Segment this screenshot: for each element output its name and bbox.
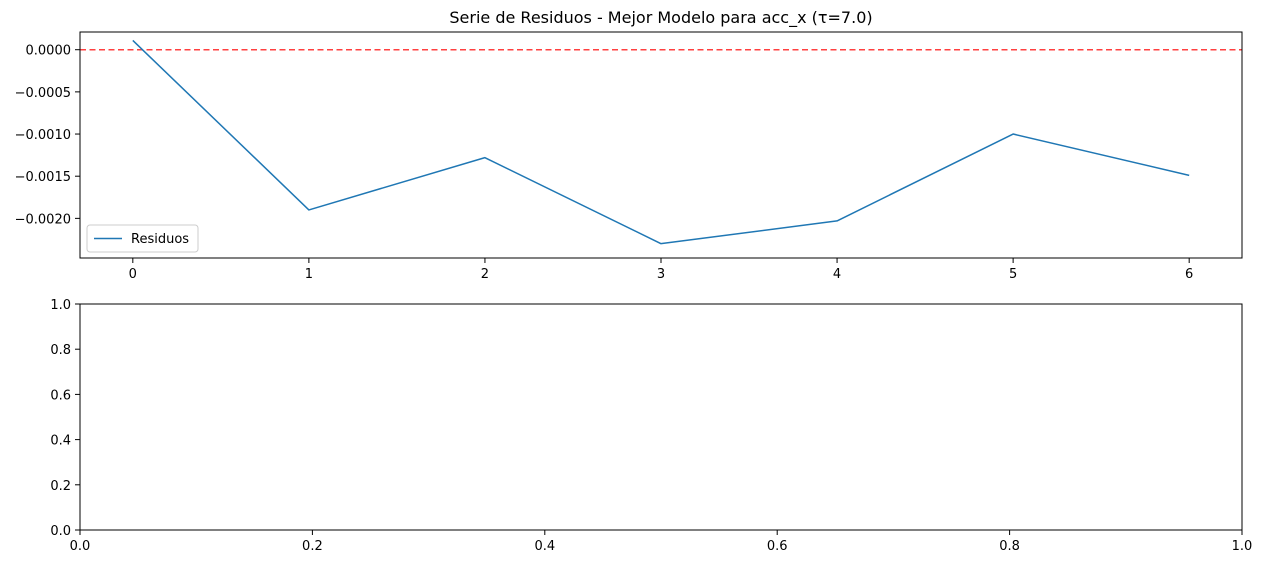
y-tick-label: 0.0	[50, 524, 71, 539]
legend: Residuos	[86, 224, 199, 253]
residuals-chart: Serie de Residuos - Mejor Modelo para ac…	[15, 8, 1243, 282]
x-tick-label: 0	[129, 267, 137, 282]
y-tick-label: 1.0	[50, 298, 71, 313]
y-tick-label: 0.2	[50, 479, 71, 494]
x-tick-label: 1.0	[1232, 539, 1253, 554]
chart-title: Serie de Residuos - Mejor Modelo para ac…	[449, 8, 872, 28]
x-axis-ticks: 0.0 0.2 0.4 0.6 0.8 1.0	[70, 530, 1253, 554]
residuals-series-line	[132, 39, 1190, 245]
x-tick-label: 3	[657, 267, 665, 282]
y-tick-label: −0.0010	[15, 128, 71, 143]
empty-chart: 0.0 0.2 0.4 0.6 0.8 1.0 0.0 0.2 0.4 0.6 0.8 1.0	[50, 298, 1252, 554]
y-tick-label: 0.6	[50, 388, 71, 403]
legend-label: Residuos	[131, 232, 189, 247]
plot-area	[80, 39, 1242, 245]
y-tick-label: 0.8	[50, 343, 71, 358]
y-axis-ticks: 0.0 0.2 0.4 0.6 0.8 1.0	[50, 298, 80, 539]
x-axis-ticks: 0 1 2 3 4 5 6	[129, 258, 1193, 282]
x-tick-label: 1	[305, 267, 313, 282]
y-tick-label: 0.4	[50, 434, 71, 449]
x-tick-label: 0.6	[767, 539, 788, 554]
legend-box	[86, 224, 199, 253]
x-tick-label: 5	[1009, 267, 1017, 282]
x-tick-label: 0.4	[534, 539, 555, 554]
y-tick-label: −0.0015	[15, 170, 71, 185]
x-tick-label: 0.0	[70, 539, 91, 554]
axes-frame	[79, 303, 1243, 531]
x-tick-label: 6	[1185, 267, 1193, 282]
y-tick-label: −0.0005	[15, 86, 71, 101]
axes-frame	[79, 31, 1243, 259]
x-tick-label: 0.2	[302, 539, 323, 554]
y-tick-label: −0.0020	[15, 212, 71, 227]
x-tick-label: 4	[833, 267, 841, 282]
y-axis-ticks: 0.0000 −0.0005 −0.0010 −0.0015 −0.0020	[15, 44, 80, 227]
x-tick-label: 2	[481, 267, 489, 282]
x-tick-label: 0.8	[999, 539, 1020, 554]
y-tick-label: 0.0000	[26, 44, 72, 59]
